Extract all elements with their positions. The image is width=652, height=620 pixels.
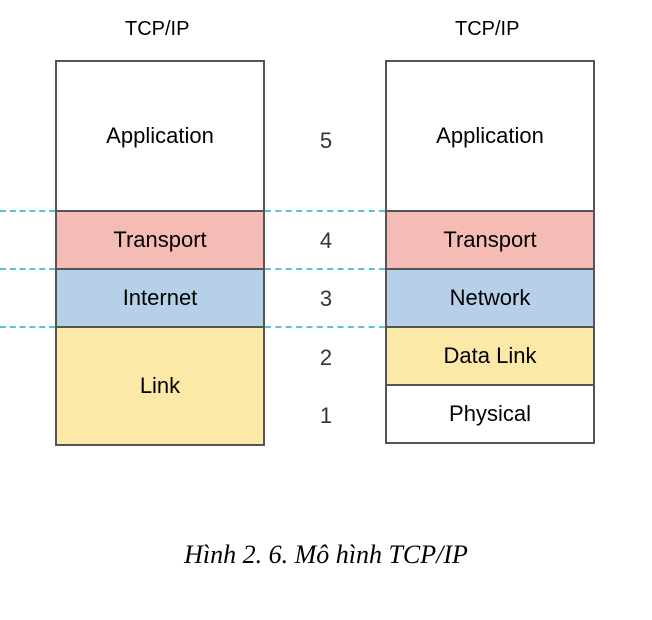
left-layer-internet: Internet — [57, 270, 263, 328]
right-layer-application: Application — [387, 62, 593, 212]
layer-number-2: 2 — [311, 345, 341, 371]
tcpip-diagram: TCP/IP TCP/IP Application Transport Inte… — [0, 0, 652, 620]
left-layer-link: Link — [57, 328, 263, 446]
left-layer-transport: Transport — [57, 212, 263, 270]
layer-number-3: 3 — [311, 286, 341, 312]
left-layer-application: Application — [57, 62, 263, 212]
right-layer-datalink: Data Link — [387, 328, 593, 386]
right-stack: Application Transport Network Data Link … — [385, 60, 595, 444]
layer-number-1: 1 — [311, 403, 341, 429]
right-layer-transport-label: Transport — [443, 227, 536, 253]
right-layer-application-label: Application — [436, 123, 544, 149]
left-stack: Application Transport Internet Link — [55, 60, 265, 446]
header-right: TCP/IP — [455, 18, 519, 41]
dashed-line-3-left — [0, 326, 55, 328]
figure-caption: Hình 2. 6. Mô hình TCP/IP — [0, 540, 652, 570]
right-layer-network-label: Network — [450, 285, 531, 311]
left-layer-link-label: Link — [140, 373, 180, 399]
dashed-line-2-mid — [265, 268, 385, 270]
dashed-line-1-left — [0, 210, 55, 212]
left-layer-internet-label: Internet — [123, 285, 198, 311]
layer-number-4: 4 — [311, 228, 341, 254]
right-layer-physical-label: Physical — [449, 401, 531, 427]
left-layer-transport-label: Transport — [113, 227, 206, 253]
right-layer-datalink-label: Data Link — [444, 343, 537, 369]
dashed-line-2-left — [0, 268, 55, 270]
right-layer-network: Network — [387, 270, 593, 328]
layer-number-5: 5 — [311, 128, 341, 154]
dashed-line-3-mid — [265, 326, 385, 328]
header-left: TCP/IP — [125, 18, 189, 41]
right-layer-transport: Transport — [387, 212, 593, 270]
dashed-line-1-mid — [265, 210, 385, 212]
right-layer-physical: Physical — [387, 386, 593, 444]
left-layer-application-label: Application — [106, 123, 214, 149]
